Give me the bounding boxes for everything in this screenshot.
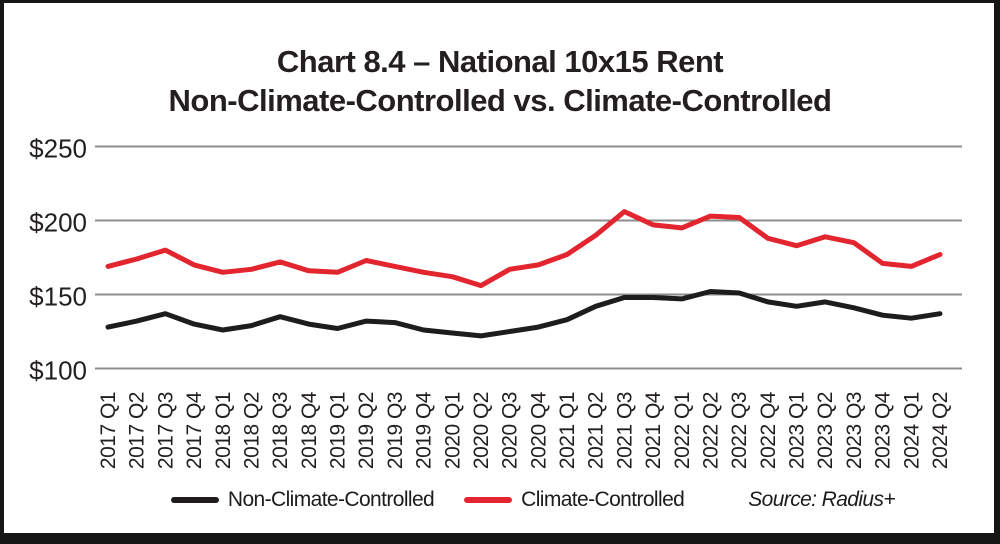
chart-title: Chart 8.4 – National 10x15 Rent Non-Clim…	[0, 42, 1000, 120]
chart-title-line1: Chart 8.4 – National 10x15 Rent	[276, 44, 724, 79]
y-tick-label-150: $150	[29, 282, 87, 312]
x-tick-label-2017-Q3: 2017 Q3	[154, 392, 177, 469]
legend-item-non-climate-controlled: Non-Climate-Controlled	[170, 488, 435, 512]
x-tick-label-2020-Q1: 2020 Q1	[441, 392, 464, 469]
x-tick-label-2020-Q3: 2020 Q3	[499, 392, 522, 469]
x-tick-label-2023-Q4: 2023 Q4	[872, 391, 895, 469]
legend-swatch-climate-controlled	[464, 497, 513, 503]
x-tick-label-2017-Q1: 2017 Q1	[97, 392, 120, 469]
series-line-non-climate-controlled	[105, 289, 943, 339]
x-tick-label-2024-Q2: 2024 Q2	[929, 392, 952, 469]
x-tick-label-2023-Q3: 2023 Q3	[843, 392, 866, 469]
x-tick-label-2020-Q4: 2020 Q4	[527, 391, 550, 469]
x-tick-label-2023-Q1: 2023 Q1	[786, 392, 809, 469]
x-tick-label-2019-Q4: 2019 Q4	[413, 391, 436, 469]
x-tick-label-2024-Q1: 2024 Q1	[900, 392, 923, 469]
x-tick-label-2022-Q4: 2022 Q4	[757, 391, 780, 469]
chart-legend: Non-Climate-Controlled Climate-Controlle…	[33, 484, 1000, 516]
x-tick-label-2019-Q1: 2019 Q1	[327, 392, 350, 469]
y-tick-label-250: $250	[29, 134, 87, 164]
x-tick-label-2017-Q4: 2017 Q4	[183, 391, 206, 469]
x-tick-label-2019-Q2: 2019 Q2	[355, 392, 378, 469]
source-note: Source: Radius+	[748, 488, 896, 511]
x-tick-label-2018-Q2: 2018 Q2	[240, 392, 263, 469]
x-tick-label-2021-Q2: 2021 Q2	[585, 392, 608, 469]
x-tick-label-2018-Q3: 2018 Q3	[269, 392, 292, 469]
x-tick-label-2020-Q2: 2020 Q2	[470, 392, 493, 469]
frame-border-bottom	[0, 533, 1000, 544]
frame-border-top	[0, 0, 1000, 3]
frame-border-left	[0, 0, 4, 544]
y-tick-label-100: $100	[29, 356, 87, 386]
x-tick-label-2017-Q2: 2017 Q2	[126, 392, 149, 469]
legend-label-climate-controlled: Climate-Controlled	[521, 488, 685, 511]
x-tick-label-2022-Q3: 2022 Q3	[728, 392, 751, 469]
legend-swatch-non-climate-controlled	[170, 497, 219, 503]
legend-item-climate-controlled: Climate-Controlled	[464, 488, 685, 512]
x-tick-label-2021-Q1: 2021 Q1	[556, 392, 579, 469]
x-tick-label-2022-Q2: 2022 Q2	[699, 392, 722, 469]
x-tick-label-2018-Q1: 2018 Q1	[212, 392, 235, 469]
frame-border-right	[994, 0, 1000, 544]
series-line-climate-controlled	[105, 209, 943, 289]
y-tick-label-200: $200	[29, 208, 87, 238]
legend-label-non-climate-controlled: Non-Climate-Controlled	[227, 488, 435, 511]
x-tick-label-2021-Q3: 2021 Q3	[613, 392, 636, 469]
chart-title-line2: Non-Climate-Controlled vs. Climate-Contr…	[168, 83, 832, 118]
x-tick-label-2018-Q4: 2018 Q4	[298, 391, 321, 469]
x-tick-label-2022-Q1: 2022 Q1	[671, 392, 694, 469]
x-tick-label-2021-Q4: 2021 Q4	[642, 391, 665, 469]
x-tick-label-2019-Q3: 2019 Q3	[384, 392, 407, 469]
x-tick-label-2023-Q2: 2023 Q2	[814, 392, 837, 469]
